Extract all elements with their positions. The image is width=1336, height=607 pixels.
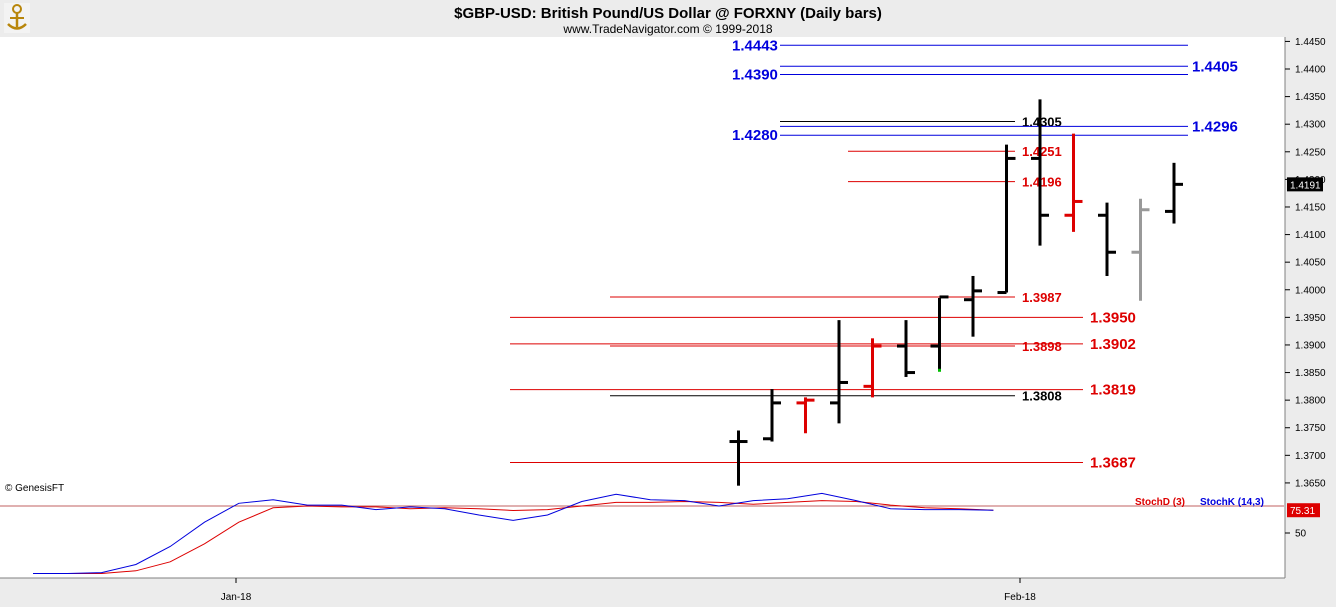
price-tick-label: 1.4400 (1295, 65, 1326, 76)
level-label: 1.4405 (1192, 58, 1238, 75)
header-band (0, 0, 1336, 37)
legend-stochk: StochK (14,3) (1200, 497, 1264, 508)
date-tick-label: Jan-18 (221, 592, 252, 603)
price-tick-label: 1.3700 (1295, 451, 1326, 462)
stochastic-panel: StochD (3) StochK (14,3) (0, 492, 1284, 574)
watermark: © GenesisFT (5, 483, 64, 494)
level-label: 1.4251 (1022, 144, 1062, 159)
level-label: 1.4390 (732, 67, 778, 84)
price-tick-label: 1.3850 (1295, 368, 1326, 379)
level-label: 1.3950 (1090, 309, 1136, 326)
chart-title: $GBP-USD: British Pound/US Dollar @ FORX… (454, 5, 882, 22)
level-label: 1.3898 (1022, 339, 1062, 354)
stoch-series-line (33, 492, 994, 574)
level-label: 1.4296 (1192, 118, 1238, 135)
level-label: 1.3808 (1022, 389, 1062, 404)
logo-icon (4, 3, 30, 33)
support-resistance-levels: 1.4443 1.4405 1.4390 1.4305 1.4296 1.4280 1.42… (510, 37, 1238, 472)
legend-stochd: StochD (3) (1135, 497, 1185, 508)
price-tick-label: 1.3650 (1295, 478, 1326, 489)
date-axis-panel (0, 578, 1336, 607)
price-tick-label: 1.4450 (1295, 37, 1326, 48)
price-tick-label: 1.3950 (1295, 313, 1326, 324)
level-label: 1.3902 (1090, 336, 1136, 353)
axes: 1.3650 1.3700 1.3750 1.3800 1.3850 1.3900 1.39… (221, 37, 1326, 603)
price-tick-label: 1.4000 (1295, 285, 1326, 296)
stoch-last-label: 75.31 (1290, 506, 1315, 517)
level-label: 1.3687 (1090, 455, 1136, 472)
price-tick-label: 1.4300 (1295, 120, 1326, 131)
stoch-series-line (33, 500, 994, 574)
last-price-label: 1.4191 (1290, 180, 1321, 191)
level-label: 1.4443 (732, 37, 778, 54)
stoch-last-badge (1287, 503, 1320, 518)
price-tick-label: 1.3750 (1295, 423, 1326, 434)
date-tick-label: Feb-18 (1004, 592, 1036, 603)
ohlc-bars (729, 99, 1183, 486)
level-label: 1.3987 (1022, 290, 1062, 305)
level-label: 1.4305 (1022, 114, 1062, 129)
level-label: 1.4196 (1022, 175, 1062, 190)
price-tick-label: 1.4250 (1295, 147, 1326, 158)
last-price-badge (1287, 177, 1323, 192)
plot-area (0, 37, 1284, 578)
price-tick-label: 1.4150 (1295, 202, 1326, 213)
price-tick-label: 1.4100 (1295, 230, 1326, 241)
chart-subtitle: www.TradeNavigator.com © 1999-2018 (562, 22, 772, 36)
green-marker (938, 368, 941, 372)
price-tick-label: 1.3900 (1295, 340, 1326, 351)
stoch-tick-label: 50 (1295, 529, 1307, 540)
price-tick-label: 1.3800 (1295, 396, 1326, 407)
level-label: 1.4280 (732, 127, 778, 144)
price-tick-label: 1.4350 (1295, 92, 1326, 103)
level-label: 1.3819 (1090, 382, 1136, 399)
price-tick-label: 1.4050 (1295, 258, 1326, 269)
